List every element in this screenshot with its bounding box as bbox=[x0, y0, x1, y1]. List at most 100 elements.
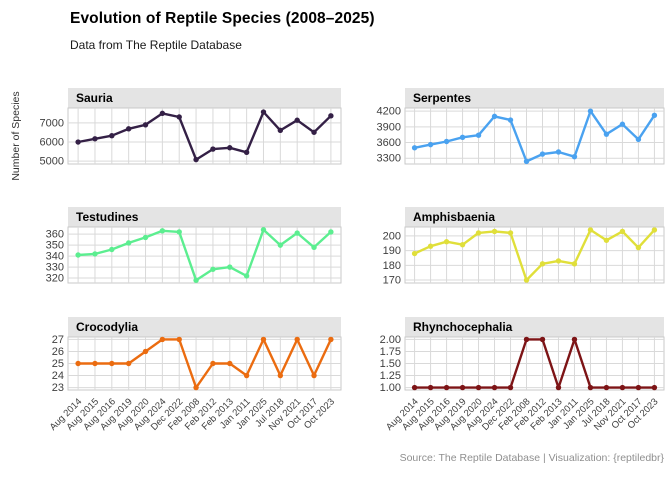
y-tick-label: 180 bbox=[383, 260, 401, 272]
crocodylia-data-point bbox=[75, 360, 81, 367]
amphisbaenia-data-point bbox=[427, 243, 434, 249]
rhynchocephalia-data-point bbox=[571, 336, 578, 343]
testudines-data-point bbox=[277, 242, 284, 248]
y-tick-label: 5000 bbox=[40, 156, 64, 168]
y-tick-label: 26 bbox=[52, 346, 64, 358]
sauria-data-point bbox=[210, 146, 216, 152]
source-caption: Source: The Reptile Database | Visualiza… bbox=[399, 452, 664, 464]
testudines-data-point bbox=[260, 227, 267, 233]
rhynchocephalia-data-point bbox=[507, 384, 514, 391]
rhynchocephalia-data-point bbox=[651, 384, 658, 391]
crocodylia-data-point bbox=[243, 372, 250, 379]
serpentes-data-point bbox=[571, 153, 578, 160]
y-tick-label: 7000 bbox=[40, 117, 64, 129]
facet-strip-label: Crocodylia bbox=[76, 320, 139, 334]
crocodylia-data-point bbox=[294, 336, 300, 343]
sauria-data-point bbox=[193, 156, 199, 163]
y-tick-label: 24 bbox=[52, 370, 64, 382]
panel-background bbox=[404, 107, 665, 165]
amphisbaenia-data-point bbox=[475, 230, 482, 236]
serpentes-data-point bbox=[427, 141, 434, 148]
sauria-data-point bbox=[109, 133, 115, 139]
amphisbaenia-data-point bbox=[459, 241, 466, 248]
rhynchocephalia-data-point bbox=[475, 384, 482, 391]
chart-title: Evolution of Reptile Species (2008–2025) bbox=[70, 10, 375, 27]
crocodylia-data-point bbox=[210, 360, 216, 367]
serpentes-data-point bbox=[443, 138, 450, 145]
amphisbaenia-data-point bbox=[491, 228, 498, 235]
facet-strip-rhynchocephalia: Rhynchocephalia bbox=[405, 317, 664, 337]
testudines-data-point bbox=[142, 234, 149, 241]
facet-plot-amphisbaenia: 170 180 190 200 bbox=[383, 226, 665, 287]
facet-strip-sauria: Sauria bbox=[68, 88, 341, 108]
y-tick-label: 320 bbox=[46, 273, 64, 285]
rhynchocephalia-data-point bbox=[635, 384, 642, 391]
testudines-data-point bbox=[125, 240, 132, 246]
facet-plot-serpentes: 3300 3600 3900 4200 bbox=[377, 106, 665, 165]
amphisbaenia-data-point bbox=[619, 228, 626, 235]
amphisbaenia-data-point bbox=[539, 261, 546, 267]
rhynchocephalia-data-point bbox=[587, 384, 594, 391]
crocodylia-data-point bbox=[92, 360, 98, 367]
crocodylia-data-point bbox=[227, 360, 233, 367]
sauria-data-point bbox=[176, 114, 182, 120]
rhynchocephalia-data-point bbox=[619, 384, 626, 391]
y-tick-label: 1.50 bbox=[380, 358, 401, 370]
y-tick-label: 170 bbox=[383, 275, 401, 287]
facet-strip-testudines: Testudines bbox=[68, 207, 341, 227]
y-tick-label: 360 bbox=[46, 229, 64, 241]
amphisbaenia-data-point bbox=[523, 277, 530, 283]
testudines-line bbox=[76, 228, 333, 282]
crocodylia-line bbox=[76, 338, 333, 389]
serpentes-data-point bbox=[507, 117, 514, 123]
sauria-data-point bbox=[75, 139, 81, 145]
serpentes-data-point bbox=[459, 134, 466, 141]
serpentes-data-point bbox=[411, 145, 418, 151]
y-tick-label: 1.75 bbox=[380, 346, 401, 358]
testudines-data-point bbox=[311, 244, 317, 251]
y-tick-label: 3300 bbox=[377, 153, 401, 165]
testudines-data-point bbox=[328, 229, 334, 235]
sauria-data-point bbox=[260, 109, 267, 115]
amphisbaenia-data-point bbox=[571, 261, 578, 267]
rhynchocephalia-data-point bbox=[555, 384, 562, 391]
rhynchocephalia-data-point bbox=[603, 384, 610, 391]
serpentes-data-point bbox=[475, 132, 482, 138]
serpentes-data-point bbox=[523, 158, 530, 165]
rhynchocephalia-data-point bbox=[459, 384, 466, 391]
facet-strip-amphisbaenia: Amphisbaenia bbox=[405, 207, 664, 227]
crocodylia-data-point bbox=[328, 336, 334, 343]
serpentes-line bbox=[413, 109, 656, 163]
crocodylia-data-point bbox=[277, 372, 284, 379]
testudines-data-point bbox=[75, 252, 81, 258]
y-tick-label: 350 bbox=[46, 240, 64, 252]
sauria-data-point bbox=[142, 122, 149, 128]
sauria-data-point bbox=[294, 117, 300, 123]
sauria-data-point bbox=[243, 149, 250, 156]
facet-strip-crocodylia: Crocodylia bbox=[68, 317, 341, 337]
testudines-data-point bbox=[193, 277, 199, 283]
y-tick-label: 330 bbox=[46, 262, 64, 274]
serpentes-data-point bbox=[651, 112, 658, 119]
chart-subtitle: Data from The Reptile Database bbox=[70, 38, 242, 52]
facet-strip-label: Amphisbaenia bbox=[413, 210, 496, 224]
y-tick-label: 1.00 bbox=[380, 382, 401, 394]
crocodylia-data-point bbox=[142, 348, 149, 355]
sauria-data-point bbox=[227, 145, 233, 151]
amphisbaenia-data-point bbox=[555, 258, 562, 264]
rhynchocephalia-line bbox=[413, 338, 656, 389]
sauria-data-point bbox=[328, 113, 334, 119]
rhynchocephalia-data-point bbox=[411, 384, 418, 391]
y-tick-label: 3900 bbox=[377, 121, 401, 133]
rhynchocephalia-data-point bbox=[523, 336, 530, 343]
rhynchocephalia-data-point bbox=[539, 336, 546, 343]
y-tick-label: 6000 bbox=[40, 137, 64, 149]
serpentes-data-point bbox=[539, 151, 546, 157]
amphisbaenia-data-point bbox=[587, 227, 594, 233]
sauria-line bbox=[76, 110, 333, 161]
rhynchocephalia-data-point bbox=[491, 384, 498, 391]
crocodylia-data-point bbox=[176, 336, 182, 343]
